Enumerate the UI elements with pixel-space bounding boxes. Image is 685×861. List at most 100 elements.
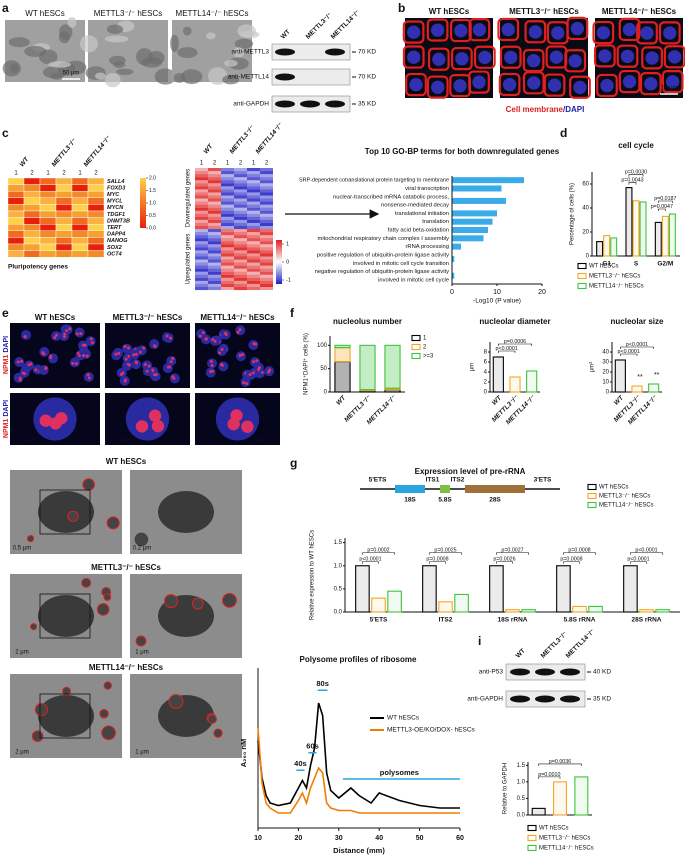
cell-membrane <box>658 21 681 45</box>
bar <box>452 227 488 233</box>
heatmap-cell <box>39 223 57 231</box>
cell-membrane <box>663 45 685 69</box>
cell-texture <box>173 72 186 83</box>
heatmap-cell <box>55 230 73 238</box>
heatmap-cell <box>247 219 260 223</box>
image-caption: METTL14⁻/⁻ hESCs <box>176 9 249 18</box>
bar <box>556 565 571 613</box>
bar <box>452 185 502 192</box>
x-tick-label: 10 <box>493 289 501 296</box>
heatmap-cell <box>221 271 234 275</box>
category-label: positive regulation of ubiquitin-protein… <box>317 252 449 258</box>
replicate-label: 2 <box>62 171 66 177</box>
legend-label: METTL3-OE/KO/DOX- hESCs <box>387 727 476 734</box>
significance-bracket <box>538 763 582 766</box>
nucleolus <box>82 354 86 358</box>
nucleus <box>622 75 637 89</box>
heatmap-cell <box>260 207 273 211</box>
nucleolus <box>81 343 85 347</box>
heatmap-cell <box>260 280 273 284</box>
nucleolus <box>211 338 215 342</box>
rrna-segment <box>395 485 425 493</box>
heatmap-cell <box>234 232 247 236</box>
p-value: p=0.0030 <box>625 170 647 176</box>
nucleolus <box>119 372 123 376</box>
nucleus <box>568 54 582 68</box>
heatmap-cell <box>260 198 273 202</box>
cell-membrane <box>499 45 522 69</box>
nucleus <box>141 360 152 371</box>
cell-membrane <box>468 18 491 42</box>
nucleolus <box>171 357 175 361</box>
scale-bar-label: 10 μm <box>661 86 678 92</box>
nucleolus <box>210 364 214 368</box>
heatmap-cell <box>221 244 234 248</box>
heatmap-cell <box>234 271 247 275</box>
bar <box>531 807 546 816</box>
heatmap-cell <box>247 210 260 214</box>
p-value: p=0.0008 <box>560 557 582 563</box>
cell-membrane <box>564 49 587 73</box>
heatmap-cell <box>23 250 41 258</box>
nucleus <box>216 346 227 357</box>
heatmap-cell <box>247 280 260 284</box>
significance-bracket <box>630 561 647 564</box>
cell-membrane <box>426 18 449 42</box>
heatmap-cell <box>234 274 247 278</box>
y-tick-label: 1.5 <box>334 540 343 546</box>
cell-texture <box>67 16 77 28</box>
heatmap-cell <box>23 177 41 185</box>
bar <box>655 609 670 613</box>
bar <box>371 597 386 613</box>
blot-size-label: 40 KD <box>593 669 611 676</box>
category-label: translation <box>422 219 449 225</box>
bar <box>623 565 638 613</box>
heatmap-cell <box>39 243 57 251</box>
y-tick-label: 100 <box>317 343 328 349</box>
heatmap-cell <box>195 229 208 233</box>
nucleolus <box>68 327 72 331</box>
y-tick-label: 30 <box>602 360 609 366</box>
heatmap-cell <box>55 223 73 231</box>
heatmap-cell <box>208 213 221 217</box>
heatmap-cell <box>195 177 208 181</box>
micrograph <box>10 674 122 758</box>
category-label: viral transcription <box>405 186 449 192</box>
heatmap-cell <box>221 229 234 233</box>
x-tick-label: 60 <box>456 835 464 842</box>
nucleolus <box>99 709 109 719</box>
nucleolus <box>75 332 79 336</box>
image-caption: WT hESCs <box>25 9 64 18</box>
x-tick-label: 20 <box>538 289 546 296</box>
heatmap-cell <box>195 183 208 187</box>
micrograph <box>195 393 280 445</box>
heatmap-cell <box>221 286 234 291</box>
colorbar-label: 1 <box>286 241 289 247</box>
heatmap-cell <box>260 235 273 239</box>
heatmap-cell <box>260 271 273 275</box>
nucleolus <box>127 346 131 350</box>
gene-label: OCT4 <box>107 251 122 257</box>
blot-lane-label: WT <box>515 648 527 660</box>
heatmap-cell <box>7 230 25 238</box>
heatmap-cell <box>247 250 260 254</box>
rrna-segment <box>440 485 450 493</box>
heatmap-cell <box>7 217 25 225</box>
heatmap-cell <box>195 268 208 272</box>
cell-membrane <box>618 69 641 94</box>
nucleus <box>598 49 612 63</box>
y-axis-label: Percentage of cells (%) <box>570 183 576 245</box>
heatmap-caption: Pluripotency genes <box>8 264 68 271</box>
scale-bar-label: 3 μm <box>115 438 128 444</box>
y-tick-label: 40 <box>582 206 589 212</box>
nucleolus <box>54 333 58 337</box>
heatmap-cell <box>71 204 89 212</box>
nucleus <box>432 52 446 66</box>
image-caption: METTL14⁻/⁻ hESCs <box>602 7 677 16</box>
replicate-label: 1 <box>226 161 230 167</box>
heatmap-cell <box>195 168 208 172</box>
chart-title: Top 10 GO-BP terms for both downregulate… <box>365 147 560 156</box>
micrograph <box>130 574 242 658</box>
cell-texture <box>180 69 203 85</box>
